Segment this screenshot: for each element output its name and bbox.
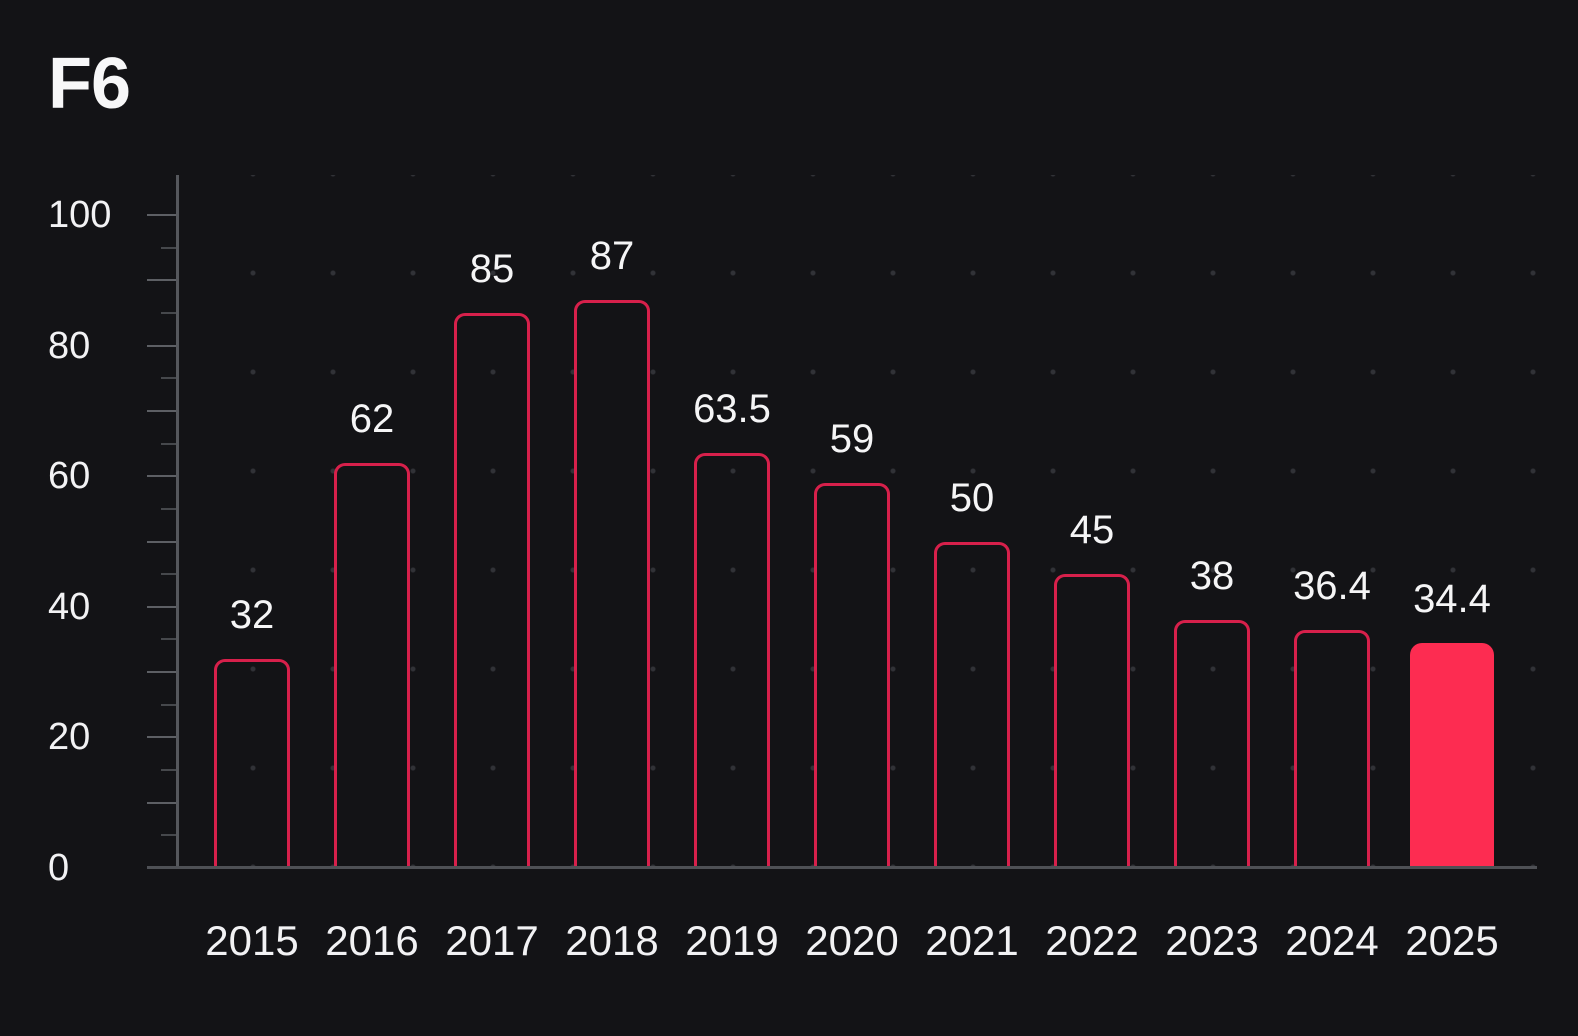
x-tick-label: 2025	[1405, 917, 1499, 964]
bar-2020	[814, 482, 890, 868]
y-axis-major-tick	[147, 214, 176, 216]
x-tick-label: 2020	[805, 917, 899, 964]
y-axis-major-tick	[147, 736, 176, 739]
y-axis-major-tick	[147, 344, 176, 347]
y-axis-minor-tick	[161, 834, 176, 837]
bar-value-label: 59	[829, 416, 875, 461]
y-axis-minor-tick	[161, 769, 176, 772]
bar-value-label: 45	[1069, 508, 1115, 553]
x-tick-label: 2018	[565, 917, 659, 964]
x-tick-label: 2022	[1045, 917, 1139, 964]
y-axis-minor-tick	[161, 507, 176, 510]
y-axis-minor-tick	[161, 442, 176, 445]
bar-2017	[454, 312, 530, 868]
bar-2024	[1294, 630, 1370, 868]
chart-title: F6	[48, 44, 131, 124]
y-axis-minor-tick	[161, 638, 176, 641]
bar-2019	[694, 453, 770, 868]
y-tick-label: 40	[48, 585, 91, 628]
bar-2021	[934, 541, 1010, 868]
bar-value-label: 32	[229, 593, 275, 638]
y-axis-major-tick	[147, 475, 176, 478]
bar-2018	[574, 299, 650, 868]
y-axis-major-tick	[147, 279, 176, 282]
y-axis-major-tick	[147, 540, 176, 543]
y-tick-label: 100	[48, 194, 112, 236]
bar-value-label: 34.4	[1413, 577, 1491, 622]
y-tick-label: 20	[48, 716, 91, 759]
bar-value-label: 36.4	[1293, 564, 1371, 609]
bar-value-label: 85	[469, 246, 515, 291]
bar-value-label: 87	[589, 233, 635, 278]
y-axis-major-tick	[147, 409, 176, 412]
dot-grid-background	[176, 175, 1537, 866]
y-axis-minor-tick	[161, 377, 176, 380]
bar-2025-highlighted	[1410, 643, 1494, 868]
bar-value-label: 38	[1189, 553, 1235, 598]
bar-value-label: 62	[349, 397, 395, 442]
y-axis-minor-tick	[161, 703, 176, 706]
x-tick-label: 2021	[925, 917, 1019, 964]
bar-2016	[334, 463, 410, 868]
y-tick-label: 80	[48, 324, 91, 367]
y-axis-line	[176, 175, 179, 869]
x-tick-label: 2019	[685, 917, 779, 964]
x-tick-label: 2024	[1285, 917, 1379, 964]
y-axis-minor-tick	[161, 246, 176, 249]
bar-value-label: 63.5	[693, 387, 771, 432]
x-tick-label: 2017	[445, 917, 539, 964]
y-axis-major-tick	[147, 801, 176, 804]
y-axis-major-tick	[147, 671, 176, 674]
bar-2022	[1054, 574, 1130, 868]
x-tick-label: 2015	[205, 917, 299, 964]
y-axis-minor-tick	[161, 311, 176, 314]
bar-2023	[1174, 619, 1250, 868]
x-tick-label: 2016	[325, 917, 419, 964]
y-tick-label: 0	[48, 847, 70, 889]
y-tick-label: 60	[48, 455, 91, 498]
x-axis-baseline	[147, 866, 1537, 869]
y-axis-major-tick	[147, 605, 176, 608]
bar-2015	[214, 659, 290, 868]
x-tick-label: 2023	[1165, 917, 1259, 964]
y-axis-minor-tick	[161, 573, 176, 576]
bar-value-label: 50	[949, 475, 995, 520]
